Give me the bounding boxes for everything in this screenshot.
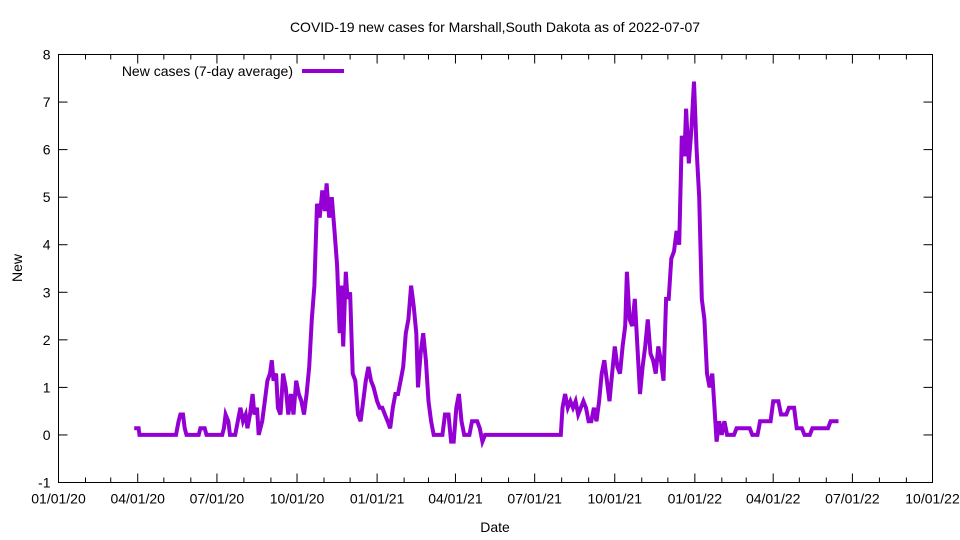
legend-label: New cases (7-day average) bbox=[122, 63, 293, 79]
y-tick-label: -1 bbox=[38, 475, 51, 491]
legend: New cases (7-day average) bbox=[122, 63, 344, 79]
plot-frame bbox=[58, 54, 933, 483]
y-tick-label: 8 bbox=[43, 47, 51, 63]
y-tick-label: 3 bbox=[43, 284, 51, 300]
chart-title: COVID-19 new cases for Marshall,South Da… bbox=[290, 19, 700, 35]
x-tick-label: 10/01/21 bbox=[588, 491, 643, 507]
x-tick-label: 04/01/20 bbox=[110, 491, 165, 507]
y-tick-label: 2 bbox=[43, 332, 51, 348]
y-tick-label: 6 bbox=[43, 142, 51, 158]
y-axis: -1 0 1 2 3 4 5 6 7 8 bbox=[38, 47, 933, 491]
x-tick-label: 01/01/21 bbox=[350, 491, 405, 507]
x-tick-label: 10/01/22 bbox=[905, 491, 960, 507]
y-tick-label: 5 bbox=[43, 189, 51, 205]
x-tick-label: 01/01/22 bbox=[668, 491, 723, 507]
y-tick-label: 0 bbox=[43, 427, 51, 443]
x-tick-label: 07/01/21 bbox=[507, 491, 562, 507]
x-tick-label: 07/01/20 bbox=[190, 491, 245, 507]
x-axis: 01/01/20 04/01/20 07/01/20 10/01/20 01/01/21… bbox=[31, 54, 960, 507]
x-tick-label: 07/01/22 bbox=[825, 491, 880, 507]
series-group bbox=[134, 81, 839, 449]
x-tick-label: 01/01/20 bbox=[31, 491, 86, 507]
y-tick-label: 7 bbox=[43, 94, 51, 110]
y-tick-label: 1 bbox=[43, 379, 51, 395]
y-tick-label: 4 bbox=[43, 237, 51, 253]
x-tick-label: 04/01/21 bbox=[428, 491, 483, 507]
x-axis-label: Date bbox=[480, 519, 510, 535]
y-axis-label: New bbox=[9, 253, 25, 282]
x-tick-label: 10/01/20 bbox=[270, 491, 325, 507]
x-tick-label: 04/01/22 bbox=[746, 491, 801, 507]
series-line bbox=[134, 81, 839, 449]
